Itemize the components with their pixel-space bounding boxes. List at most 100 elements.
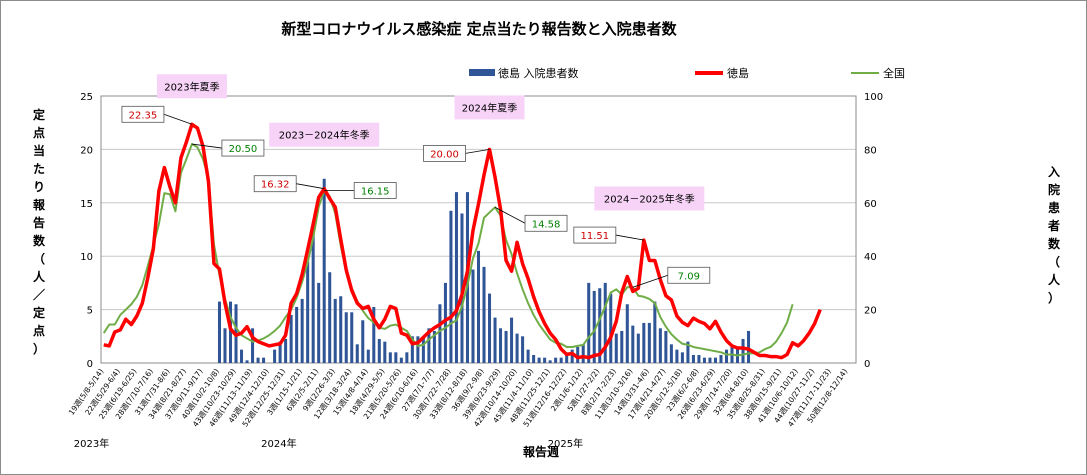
bar [581,344,585,363]
axes: 051015202502040608010019週(5/8-5/14)22週(5… [67,92,883,429]
bar [350,312,354,363]
bar [559,357,563,363]
bar [454,192,458,363]
bar [256,357,260,363]
season-label-box [156,74,227,99]
callout-box [524,214,568,232]
callout-pointer [191,143,222,149]
bar [680,352,684,363]
bar [300,298,304,363]
bar [669,344,673,363]
year-labels: 2023年 2024年 2025年 [74,437,583,450]
bar [548,360,552,363]
y-axis-title-left-char: 告 [33,215,45,230]
callout-box [221,139,265,157]
bar [262,357,266,363]
bar [697,354,701,363]
callout-pointer [494,206,526,224]
y-axis-title-left-char: た [33,162,45,176]
bar [322,178,326,363]
bar [686,341,690,363]
y-tick-right: 80 [864,145,877,156]
y-tick-left: 20 [80,145,93,156]
bar [719,354,723,363]
y-axis-title-right-char: ） [1048,290,1060,305]
season-label-text: 2024－2025年冬季 [604,192,695,205]
y-axis-title-right-char: （ [1048,254,1060,269]
bar [636,333,640,363]
legend-label-bar: 徳島 入院患者数 [498,66,579,80]
y-tick-right: 0 [864,359,870,370]
bar [399,357,403,363]
bar [366,349,370,363]
bar [217,301,222,363]
bar [526,349,530,363]
legend-swatch-bar [469,69,495,76]
y-axis-title-right-char: 数 [1048,236,1061,251]
y-axis-title-left-char: 点 [33,125,45,140]
y-axis-title-right-char: 院 [1048,182,1060,197]
y-axis-title-right-char: 人 [1048,272,1061,287]
season-label-text: 2023－2024年冬季 [279,129,370,142]
bar [625,304,629,363]
y-axis-title-left-char: （ [33,251,45,266]
chart-title: 新型コロナウイルス感染症 定点当たり報告数と入院患者数 [281,20,677,38]
y-tick-right: 60 [864,199,877,210]
y-tick-right: 100 [864,92,883,103]
y-axis-title-left-char: 報 [33,197,46,212]
line-tokushima [103,122,822,360]
bar [245,360,249,363]
legend: 徳島 入院患者数 徳島 全国 [469,66,905,80]
line-series [102,122,822,360]
callout-value: 14.58 [532,219,561,230]
callout-box [423,144,466,162]
season-label-box [269,122,380,147]
callout-box [253,175,297,193]
callout-value: 16.32 [261,180,290,191]
y-tick-left: 15 [80,199,93,210]
bar [438,304,442,363]
bar [311,226,315,363]
callout-pointer [163,113,193,125]
bar [228,301,233,363]
bar [702,357,706,363]
bar [355,344,359,363]
annotations: 22.35 20.50 16.32 16.15 20.00 14.58 11.51 7.09 2… [121,74,711,288]
bar [609,293,613,363]
y-tick-left: 10 [80,252,93,263]
bar [565,352,569,363]
bar [747,330,751,363]
bar [510,317,514,363]
season-label-text: 2024年夏季 [462,101,517,114]
bar [273,349,277,363]
bar [476,250,481,363]
x-axis-title: 報告週 [523,444,559,459]
bar [537,357,541,363]
bar [427,328,431,363]
bar [620,330,624,363]
bar [664,330,668,363]
bar [421,336,425,363]
bar [317,282,321,363]
callout-value: 16.15 [361,187,390,198]
bar [675,349,679,363]
bar [432,330,436,363]
callout-pointer [615,234,644,241]
y-axis-title-right-char: 者 [1047,218,1060,233]
bar [372,306,376,363]
bar [416,336,420,363]
callout-value: 20.50 [229,144,258,155]
callout-value: 20.00 [430,149,459,160]
bar [598,288,602,363]
bar [642,322,646,363]
bar [499,328,503,363]
y-tick-left: 25 [80,92,93,103]
legend-label-tokushima: 徳島 [727,66,749,80]
bar [614,333,618,363]
bar [691,354,695,363]
callout-box [667,266,711,284]
bar [361,320,365,363]
bar [493,317,497,363]
bar [658,328,662,363]
